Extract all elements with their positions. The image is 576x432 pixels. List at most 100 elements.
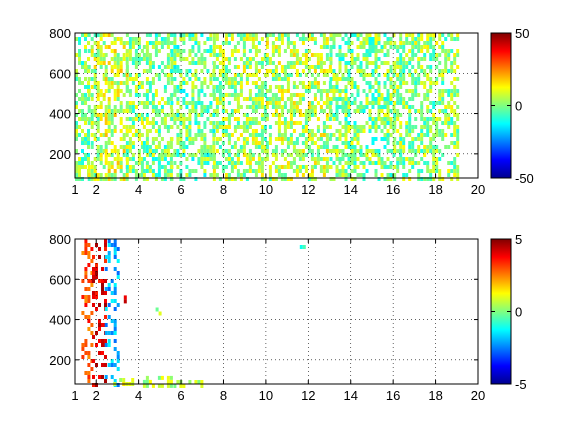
heatmap-cell — [122, 133, 126, 137]
heatmap-cell — [176, 65, 180, 69]
heatmap-cell — [426, 121, 430, 125]
heatmap-cell — [104, 279, 107, 283]
heatmap-cell — [160, 41, 164, 45]
heatmap-cell — [87, 165, 91, 169]
heatmap-cell — [110, 65, 114, 69]
heatmap-cell — [110, 243, 114, 247]
heatmap-cell — [383, 133, 387, 137]
heatmap-cell — [396, 45, 400, 49]
heatmap-cell — [99, 101, 103, 105]
heatmap-cell — [230, 109, 234, 113]
heatmap-cell — [166, 153, 170, 157]
heatmap-cell — [194, 77, 198, 81]
heatmap-cell — [399, 145, 403, 149]
heatmap-cell — [131, 141, 135, 145]
heatmap-cell — [420, 33, 424, 37]
heatmap-cell — [408, 117, 412, 121]
heatmap-cell — [399, 137, 403, 141]
heatmap-cell — [319, 165, 323, 169]
heatmap-cell — [383, 33, 387, 37]
heatmap-cell — [87, 161, 90, 165]
heatmap-cell — [319, 133, 323, 137]
heatmap-cell — [206, 157, 210, 161]
heatmap-cell — [104, 109, 108, 113]
heatmap-cell — [185, 165, 189, 169]
heatmap-cell — [233, 93, 237, 97]
heatmap-cell — [137, 129, 141, 133]
heatmap-cell — [93, 41, 97, 45]
heatmap-cell — [408, 109, 412, 113]
heatmap-cell — [268, 137, 272, 141]
heatmap-cell — [248, 125, 252, 129]
heatmap-cell — [215, 161, 219, 165]
heatmap-cell — [142, 141, 146, 145]
heatmap-cell — [102, 177, 106, 181]
heatmap-cell — [359, 149, 363, 153]
heatmap-cell — [157, 375, 161, 380]
heatmap-cell — [87, 255, 91, 259]
heatmap-cell — [265, 113, 269, 117]
heatmap-cell — [104, 113, 108, 117]
x-tick-label: 20 — [471, 182, 485, 197]
heatmap-cell — [429, 57, 433, 61]
heatmap-cell — [338, 121, 342, 125]
heatmap-cell — [456, 113, 460, 117]
heatmap-cell — [453, 93, 457, 97]
heatmap-cell — [87, 49, 91, 53]
heatmap-cell — [169, 73, 173, 77]
heatmap-cell — [242, 129, 246, 133]
heatmap-cell — [350, 33, 354, 37]
heatmap-cell — [224, 93, 228, 97]
heatmap-cell — [224, 41, 228, 45]
heatmap-cell — [362, 37, 366, 41]
heatmap-cell — [432, 105, 436, 109]
heatmap-cell — [113, 243, 117, 247]
heatmap-cell — [227, 113, 231, 117]
heatmap-cell — [173, 65, 177, 69]
heatmap-cell — [353, 145, 357, 149]
heatmap-cell — [316, 125, 320, 129]
heatmap-cell — [289, 165, 293, 169]
heatmap-cell — [107, 363, 111, 367]
heatmap-cell — [212, 89, 216, 93]
heatmap-cell — [166, 113, 170, 117]
heatmap-cell — [447, 53, 451, 57]
x-tick-label: 10 — [259, 388, 273, 403]
heatmap-cell — [429, 177, 433, 181]
heatmap-cell — [233, 177, 237, 181]
heatmap-cell — [87, 69, 90, 73]
heatmap-cell — [362, 77, 366, 81]
heatmap-cell — [453, 77, 457, 81]
heatmap-cell — [332, 37, 336, 41]
heatmap-cell — [233, 97, 237, 101]
heatmap-cell — [271, 53, 275, 57]
heatmap-cell — [75, 165, 78, 169]
heatmap-cell — [450, 121, 454, 125]
heatmap-cell — [218, 177, 222, 181]
heatmap-cell — [396, 113, 400, 117]
heatmap-cell — [447, 101, 451, 105]
heatmap-cell — [245, 157, 249, 161]
heatmap-cell — [332, 117, 336, 121]
heatmap-cell — [160, 157, 164, 161]
heatmap-cell — [307, 173, 311, 177]
heatmap-cell — [429, 109, 433, 113]
heatmap-cell — [335, 153, 339, 157]
heatmap-cell — [438, 53, 442, 57]
heatmap-cell — [307, 101, 311, 105]
heatmap-cell — [292, 149, 296, 153]
heatmap-cell — [392, 129, 396, 133]
heatmap-cell — [98, 255, 101, 259]
heatmap-cell — [119, 69, 123, 73]
heatmap-cell — [392, 85, 396, 89]
heatmap-cell — [319, 97, 323, 101]
heatmap-cell — [344, 33, 348, 37]
heatmap-cell — [371, 61, 375, 65]
heatmap-cell — [93, 173, 97, 177]
heatmap-cell — [113, 339, 117, 343]
heatmap-cell — [215, 129, 219, 133]
heatmap-cell — [116, 89, 120, 93]
heatmap-cell — [212, 37, 216, 41]
heatmap-cell — [203, 61, 207, 65]
heatmap-cell — [408, 97, 412, 101]
